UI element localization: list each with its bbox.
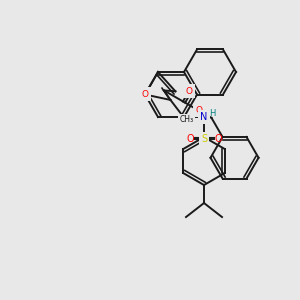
Text: O: O [195,106,202,115]
Text: O: O [185,86,193,95]
Text: S: S [201,134,207,144]
Text: O: O [142,89,148,98]
Text: CH₃: CH₃ [180,115,194,124]
Text: O: O [186,134,194,144]
Text: N: N [200,112,208,122]
Text: O: O [214,134,222,144]
Text: H: H [209,109,215,118]
